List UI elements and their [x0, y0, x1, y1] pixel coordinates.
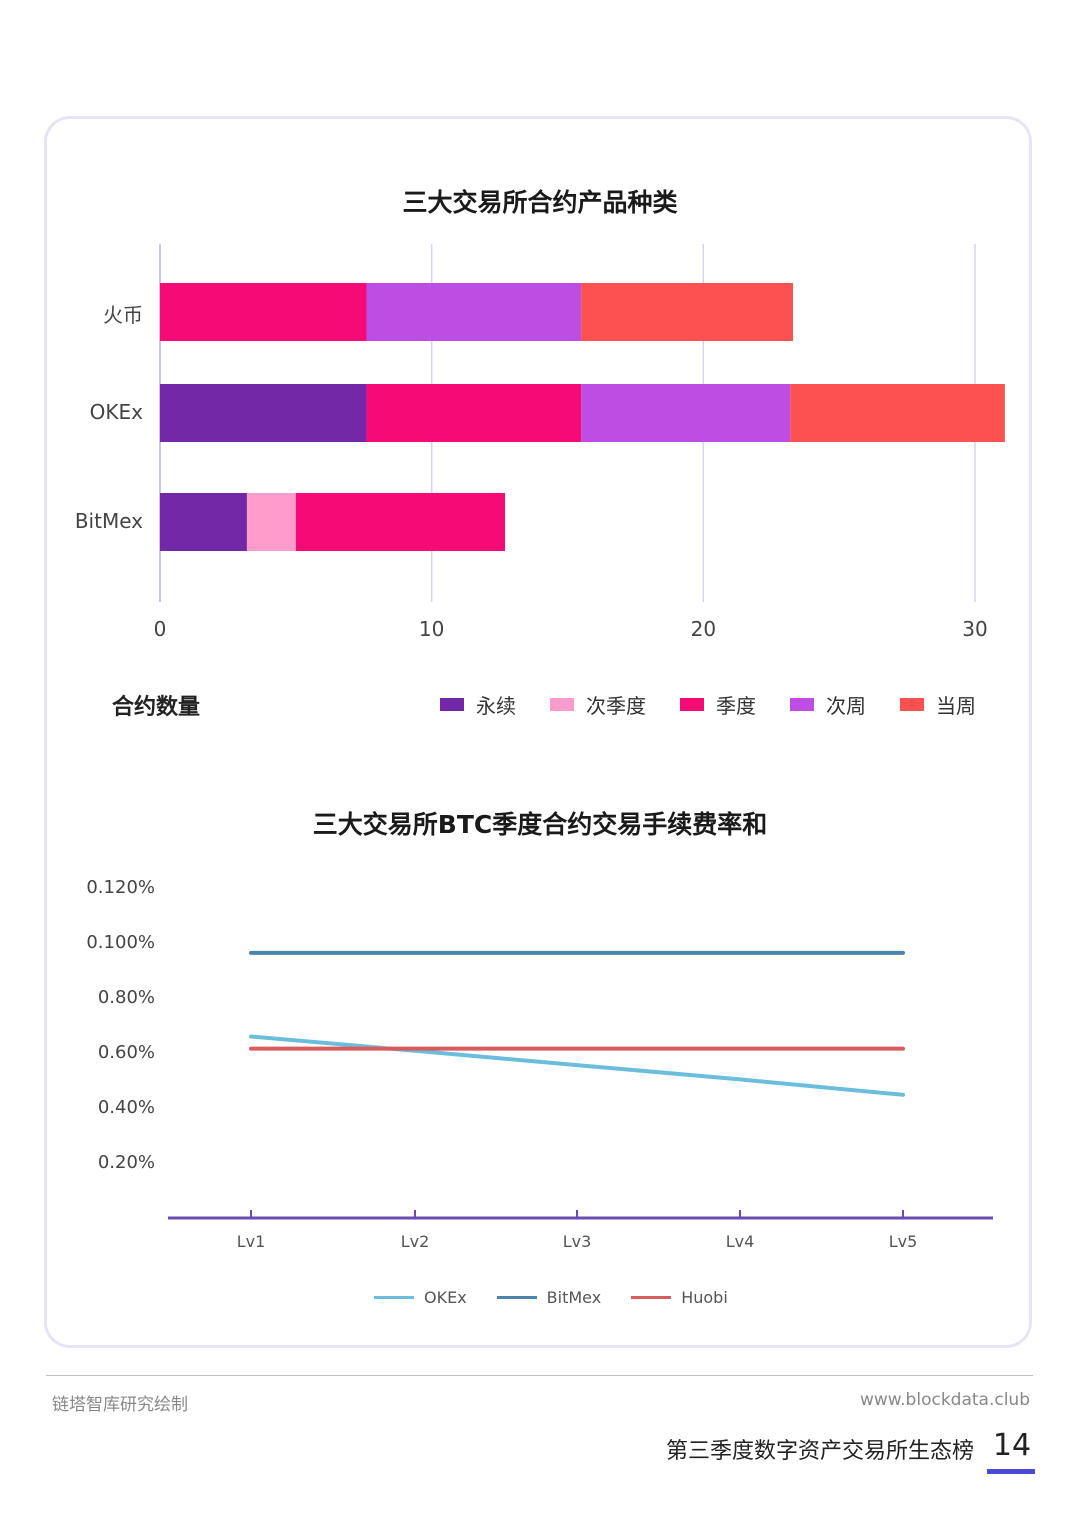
bar-segment	[581, 384, 791, 442]
line-x-tick-label: Lv5	[888, 1232, 918, 1251]
bar-x-axis-label: 合约数量	[112, 695, 201, 720]
bar-segment	[160, 493, 247, 551]
legend-label: 次周	[826, 694, 866, 718]
line-y-tick-label: 0.80%	[97, 987, 155, 1008]
page-number: 14	[992, 1428, 1032, 1463]
legend-swatch	[790, 698, 814, 711]
report-title: 第三季度数字资产交易所生态榜	[665, 1439, 974, 1464]
bar-segment	[366, 384, 582, 442]
legend-line-swatch	[631, 1296, 672, 1299]
line-legend-item: Huobi	[631, 1288, 728, 1307]
legend-label: OKEx	[424, 1288, 467, 1307]
line-y-tick-label: 0.20%	[97, 1152, 155, 1173]
website-link[interactable]: www.blockdata.club	[860, 1390, 1030, 1410]
line-series-okex	[249, 1034, 905, 1097]
bar-segment	[790, 384, 1005, 442]
line-chart-title: 三大交易所BTC季度合约交易手续费率和	[312, 810, 768, 839]
bar-legend-item: 当周	[900, 690, 976, 719]
line-x-tick-label: Lv2	[400, 1232, 430, 1251]
legend-line-swatch	[374, 1296, 414, 1299]
bar-legend: 永续 次季度 季度 次周 当周	[440, 690, 1010, 719]
bar-segment	[160, 384, 367, 442]
legend-line-swatch	[496, 1296, 537, 1299]
legend-label: Huobi	[681, 1288, 728, 1307]
bar-segment	[246, 493, 296, 551]
line-y-tick-label: 0.120%	[86, 877, 155, 898]
line-x-tick-label: Lv3	[562, 1232, 592, 1251]
bar-segment	[581, 283, 793, 341]
legend-swatch	[680, 698, 704, 711]
bar-category-label: 火币	[103, 303, 143, 327]
bar-chart-title: 三大交易所合约产品种类	[402, 188, 678, 217]
footer-divider	[46, 1375, 1033, 1376]
bar-x-tick-label: 20	[690, 617, 717, 641]
line-y-tick-label: 0.60%	[97, 1042, 155, 1063]
legend-label: 次季度	[586, 694, 646, 718]
bar-x-tick-label: 30	[962, 617, 988, 641]
legend-label: 当周	[936, 694, 976, 718]
bar-segment	[295, 493, 506, 551]
page-number-underline	[987, 1469, 1035, 1474]
bar-segment	[160, 283, 367, 341]
legend-label: BitMex	[546, 1288, 602, 1307]
bar-segment	[366, 283, 582, 341]
line-y-tick-label: 0.40%	[97, 1097, 155, 1118]
legend-swatch	[440, 698, 464, 711]
bar-x-tick-label: 10	[418, 617, 445, 641]
bar-chart	[159, 244, 1005, 602]
bar-category-label: BitMex	[74, 509, 143, 533]
line-y-tick-label: 0.100%	[86, 932, 155, 953]
legend-swatch	[550, 698, 574, 711]
legend-swatch	[900, 698, 924, 711]
line-x-tick-label: Lv1	[236, 1232, 266, 1251]
bar-category-label: OKEx	[89, 400, 143, 424]
bar-legend-item: 次季度	[550, 690, 646, 719]
bar-legend-item: 季度	[680, 690, 756, 719]
bar-x-tick-label: 0	[153, 617, 167, 641]
line-x-tick-label: Lv4	[725, 1232, 755, 1251]
legend-label: 季度	[716, 694, 756, 718]
line-chart	[168, 950, 993, 1220]
bar-legend-item: 次周	[790, 690, 866, 719]
line-legend-item: BitMex	[496, 1288, 602, 1307]
line-legend: OKEx BitMex Huobi	[374, 1288, 758, 1307]
line-legend-item: OKEx	[374, 1288, 467, 1307]
source-note: 链塔智库研究绘制	[52, 1395, 188, 1415]
bar-legend-item: 永续	[440, 690, 516, 719]
legend-label: 永续	[476, 694, 516, 718]
